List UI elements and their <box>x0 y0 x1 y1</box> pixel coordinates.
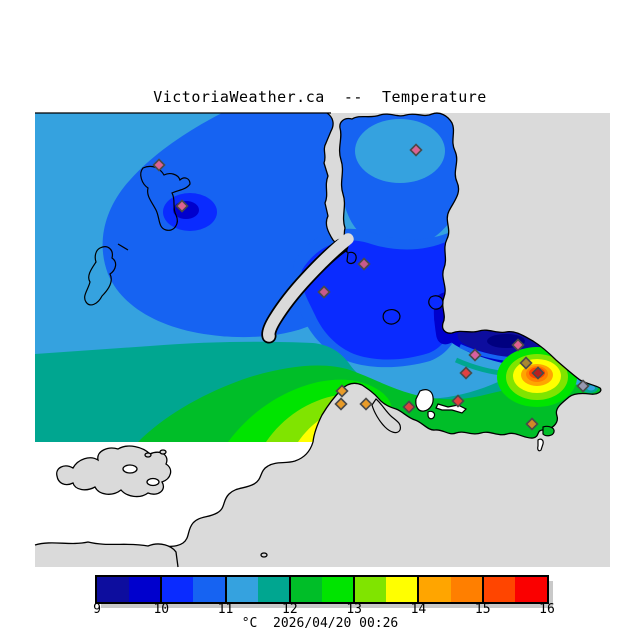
small-islands <box>346 251 555 452</box>
colorbar-tick <box>481 577 484 602</box>
victoria-water-features <box>371 389 468 434</box>
colorbar-segment <box>321 577 355 602</box>
colorbar-segment <box>225 577 258 602</box>
colorbar-tick-label: 9 <box>93 602 101 617</box>
station-marker-diamond <box>357 257 371 271</box>
station-marker-diamond <box>409 143 423 157</box>
colorbar-segment <box>193 577 226 602</box>
colorbar-tick-label: 10 <box>153 602 170 617</box>
colorbar-tick-labels: 9 10 11 12 13 14 15 16 <box>93 602 555 617</box>
station-marker-diamond <box>359 397 373 411</box>
east-tip-sky <box>587 385 595 391</box>
band-10p5-11 <box>102 113 344 338</box>
colorbar-segment <box>514 577 547 602</box>
colorbar-tick-label: 13 <box>346 602 362 617</box>
coastline-main <box>312 112 602 443</box>
station-marker-diamond <box>334 397 348 411</box>
colorbar-caption: °C 2026/04/20 00:26 <box>241 616 399 631</box>
station-marker-diamond <box>402 400 416 414</box>
station-marker-diamond <box>175 199 189 213</box>
station-marker-diamond <box>511 338 525 352</box>
page-title: VictoriaWeather.ca -- Temperature <box>153 88 487 106</box>
colorbar-segment <box>386 577 419 602</box>
station-marker-diamond <box>459 366 473 380</box>
colorbar-segment <box>97 577 130 602</box>
station-marker-diamond <box>525 417 539 431</box>
station-marker-diamond <box>531 366 545 380</box>
colorbar-tick <box>417 577 420 602</box>
station-marker-diamond <box>519 356 533 370</box>
lake-outlines <box>84 165 191 306</box>
inlet-channel <box>261 233 354 344</box>
colorbar-segment <box>354 577 387 602</box>
station-marker-diamond <box>451 394 465 408</box>
colorbar-segment <box>418 577 451 602</box>
colorbar-segment <box>161 577 194 602</box>
nodata-land-blobs <box>34 445 268 568</box>
station-marker-diamond <box>468 348 482 362</box>
colorbar-tick <box>224 577 227 602</box>
station-marker-diamond <box>576 379 590 393</box>
colorbar <box>95 575 549 604</box>
station-marker-diamond <box>317 285 331 299</box>
colorbar-segment <box>289 577 322 602</box>
colorbar-tick <box>288 577 291 602</box>
colorbar-segment <box>482 577 515 602</box>
colorbar-tick <box>160 577 163 602</box>
colorbar-tick-label: 12 <box>282 602 298 617</box>
colorbar-tick-label: 11 <box>217 602 234 617</box>
station-markers <box>152 143 590 431</box>
colorbar-segment <box>450 577 483 602</box>
colorbar-segment <box>257 577 290 602</box>
colorbar-tick-label: 15 <box>474 602 491 617</box>
peninsula-band-sky <box>355 119 445 183</box>
station-marker-diamond <box>335 384 349 398</box>
colorbar-segment <box>129 577 162 602</box>
station-marker-diamond <box>152 158 166 172</box>
colorbar-tick-label: 16 <box>539 602 555 617</box>
colorbar-tick-label: 14 <box>410 602 427 617</box>
band-vivid-blue <box>301 239 466 360</box>
colorbar-tick <box>353 577 356 602</box>
